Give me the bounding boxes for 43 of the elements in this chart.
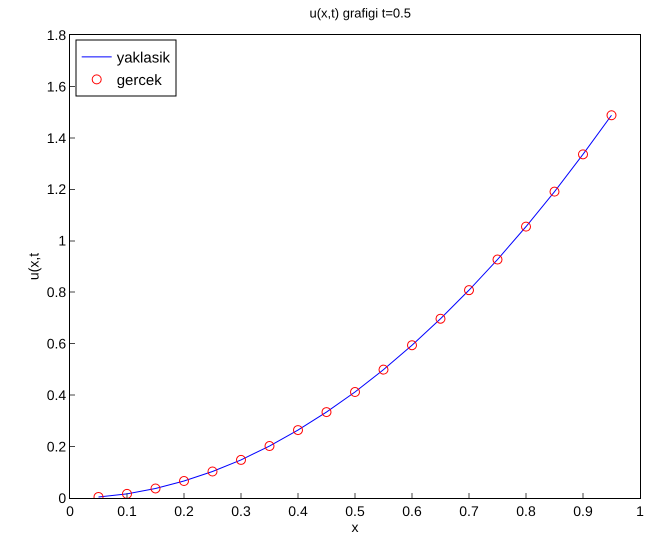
x-tick-label: 0.7: [459, 502, 479, 519]
y-tick-label: 1: [58, 232, 66, 249]
y-tick-label: 0.6: [46, 336, 66, 352]
point: [407, 340, 417, 350]
y-tick-label: 0: [58, 490, 66, 506]
point: [436, 314, 446, 324]
point: [606, 110, 616, 120]
point: [322, 407, 332, 418]
y-tick-label: 1.4: [46, 130, 66, 146]
point: [293, 425, 303, 436]
legend-label: gercek: [116, 72, 162, 90]
x-tick-label: 0.4: [288, 502, 308, 519]
point: [122, 488, 132, 498]
chart-title: u(x,t) grafigi t=0.5: [309, 5, 412, 20]
point: [464, 285, 474, 296]
x-tick-label: 0.9: [573, 502, 593, 519]
x-tick-label: 0.6: [402, 502, 422, 519]
x-tick-label: 0.2: [174, 502, 194, 519]
point: [350, 387, 360, 398]
y-tick-label: 0.8: [46, 284, 66, 300]
point: [208, 466, 218, 477]
y-tick-label: 1.8: [46, 26, 66, 43]
point: [578, 149, 588, 160]
point: [378, 364, 388, 375]
y-tick-label: 0.2: [46, 438, 66, 454]
point: [521, 222, 531, 232]
y-tick-label: 1.2: [46, 181, 66, 198]
y-tick-label: 1.6: [46, 78, 66, 94]
x-tick-label: 1: [636, 502, 644, 519]
point: [236, 454, 246, 465]
point: [150, 483, 160, 494]
point: [492, 254, 502, 265]
legend-label: yaklasik: [116, 50, 171, 67]
x-tick-label: 0.5: [345, 502, 365, 519]
x-tick-label: 0.8: [516, 502, 536, 519]
x-axis-title: x: [352, 518, 358, 535]
x-tick-label: 0.1: [117, 502, 137, 519]
point: [264, 441, 274, 452]
x-tick-label: 0.3: [231, 502, 251, 519]
point: [179, 476, 189, 486]
point: [550, 186, 560, 197]
y-axis-title: u(x,t: [25, 252, 42, 280]
y-tick-label: 0.4: [46, 387, 66, 404]
